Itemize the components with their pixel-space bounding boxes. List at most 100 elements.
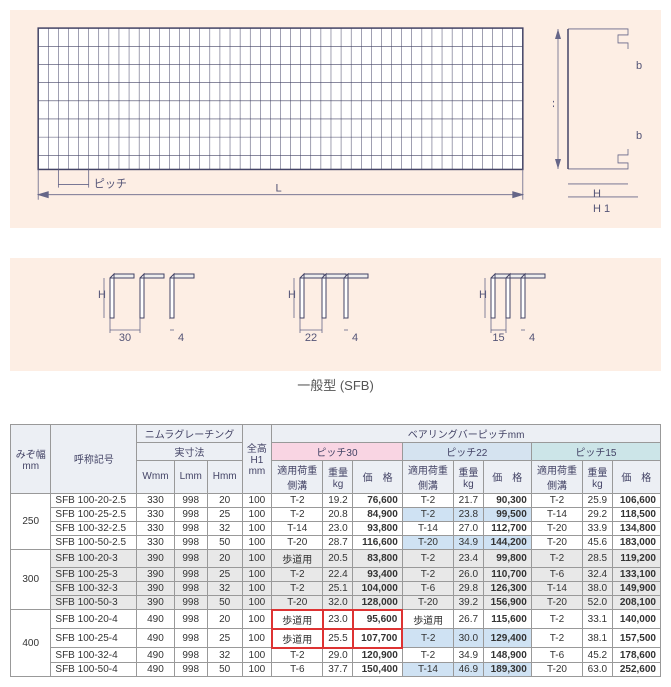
cell-H1: 100 [242,521,271,535]
cell-load: 歩道用 [402,610,453,629]
hdr-p30: ピッチ30 [272,442,403,460]
cell-load: T-2 [531,629,582,648]
dim-b2: b [636,130,642,142]
cell-weight: 46.9 [454,662,483,676]
svg-text:4: 4 [529,332,535,344]
cell-W: 330 [137,493,174,507]
cell-load: T-20 [531,521,582,535]
table-row: SFB 100-32-449099832100T-229.0120,900T-2… [11,648,661,663]
cell-load: T-20 [531,662,582,676]
cell-price: 76,600 [353,493,402,507]
cell-load: 歩道用 [272,610,323,629]
cell-weight: 34.9 [454,535,483,549]
cell-L: 998 [174,581,207,595]
cell-L: 998 [174,549,207,567]
cell-model: SFB 100-20-4 [51,610,137,629]
cell-load: T-14 [272,521,323,535]
cell-model: SFB 100-50-4 [51,662,137,676]
cell-weight: 33.1 [583,610,612,629]
cell-H1: 100 [242,648,271,663]
cell-H: 25 [207,629,242,648]
hdr-Hdim: Hmm [207,460,242,493]
spec-table: みぞ幅 mm 呼称記号 ニムラグレーチング 全高 H1 mm ベアリングバーピッ… [10,424,661,677]
cell-W: 330 [137,521,174,535]
cell-W: 390 [137,581,174,595]
svg-text:4: 4 [352,332,358,344]
hdr-p15: ピッチ15 [531,442,660,460]
cell-price: 252,600 [612,662,660,676]
cell-load: T-2 [402,493,453,507]
cell-L: 998 [174,521,207,535]
profile-22: 22 4 H [270,268,400,361]
hdr-p22: ピッチ22 [402,442,531,460]
dim-H: H [593,188,601,200]
profile-15: 15 4 H [461,268,591,361]
cell-load: T-14 [531,581,582,595]
table-body: 250SFB 100-20-2.533099820100T-219.276,60… [11,493,661,676]
cell-model: SFB 100-32-4 [51,648,137,663]
cell-load: T-6 [531,648,582,663]
cell-load: T-2 [402,549,453,567]
table-header: みぞ幅 mm 呼称記号 ニムラグレーチング 全高 H1 mm ベアリングバーピッ… [11,424,661,493]
svg-text:H: H [98,289,106,301]
cell-H: 25 [207,567,242,581]
hdr-wt22: 重量 kg [454,460,483,493]
grating-plan-svg: L ピッチ [18,18,543,220]
cell-load: T-2 [402,567,453,581]
cell-weight: 39.2 [454,595,483,610]
cell-H: 32 [207,521,242,535]
table-row: SFB 100-25-339099825100T-222.493,400T-22… [11,567,661,581]
cell-weight: 23.4 [454,549,483,567]
cell-price: 95,600 [353,610,402,629]
cell-weight: 63.0 [583,662,612,676]
cell-load: T-20 [531,535,582,549]
cell-H1: 100 [242,507,271,521]
profile-diagrams: 30 4 H 22 4 H [10,258,661,371]
table-row: SFB 100-50-339099850100T-2032.0128,000T-… [11,595,661,610]
cell-price: 129,400 [483,629,531,648]
cell-price: 144,200 [483,535,531,549]
cell-W: 490 [137,648,174,663]
cell-weight: 26.0 [454,567,483,581]
cell-model: SFB 100-32-2.5 [51,521,137,535]
cell-load: T-14 [402,521,453,535]
cell-load: 歩道用 [272,549,323,567]
hdr-mizo: みぞ幅 mm [11,424,51,493]
cell-load: T-2 [531,549,582,567]
cell-L: 998 [174,535,207,549]
cell-H1: 100 [242,535,271,549]
cell-price: 148,900 [483,648,531,663]
cell-price: 90,300 [483,493,531,507]
table-row: SFB 100-50-449099850100T-637.7150,400T-1… [11,662,661,676]
dim-H1: H 1 [593,203,610,215]
table-row: SFB 100-25-2.533099825100T-220.884,900T-… [11,507,661,521]
cell-price: 133,100 [612,567,660,581]
hdr-load22: 適用荷重 側溝 [402,460,453,493]
hdr-price15: 価 格 [612,460,660,493]
table-row: 400SFB 100-20-449099820100歩道用23.095,600歩… [11,610,661,629]
table-row: SFB 100-32-2.533099832100T-1423.093,800T… [11,521,661,535]
cell-price: 128,000 [353,595,402,610]
cell-price: 140,000 [612,610,660,629]
cell-mizo: 400 [11,610,51,677]
cell-price: 126,300 [483,581,531,595]
cell-weight: 45.2 [583,648,612,663]
svg-text:H: H [288,289,296,301]
cell-weight: 52.0 [583,595,612,610]
cell-weight: 32.4 [583,567,612,581]
hdr-dims: 実寸法 [137,442,242,460]
cell-weight: 21.7 [454,493,483,507]
cell-weight: 27.0 [454,521,483,535]
cell-mizo: 300 [11,549,51,610]
cell-weight: 28.5 [583,549,612,567]
cell-price: 99,800 [483,549,531,567]
cell-W: 390 [137,595,174,610]
cell-weight: 23.0 [323,521,353,535]
cell-H1: 100 [242,662,271,676]
table-row: SFB 100-25-449099825100歩道用25.5107,700T-2… [11,629,661,648]
cell-load: T-6 [402,581,453,595]
hdr-wt15: 重量 kg [583,460,612,493]
cell-load: T-2 [402,629,453,648]
cell-L: 998 [174,493,207,507]
svg-text:15: 15 [492,332,504,344]
